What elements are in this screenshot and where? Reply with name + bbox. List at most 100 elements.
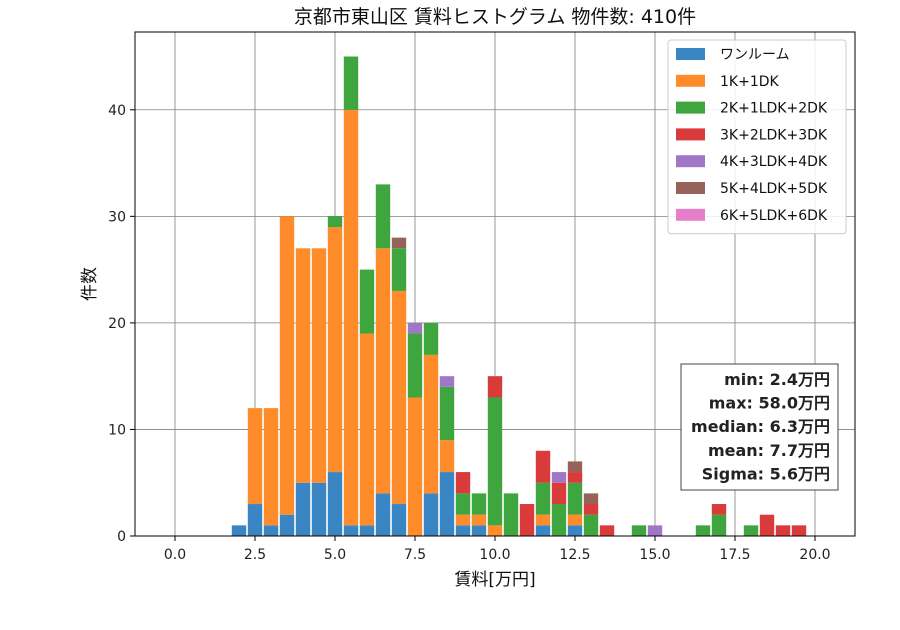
bar-segment-0 xyxy=(567,525,583,536)
bar-segment-4 xyxy=(439,376,455,387)
bar-segment-3 xyxy=(775,525,791,536)
bar-segment-0 xyxy=(311,482,327,536)
legend: ワンルーム 1K+1DK 2K+1LDK+2DK 3K+2LDK+3DK 4K+3LDK… xyxy=(667,39,847,235)
bar-segment-0 xyxy=(247,504,263,536)
x-tick-label: 7.5 xyxy=(404,547,426,563)
bar-segment-3 xyxy=(711,504,727,515)
bar-segment-3 xyxy=(535,450,551,483)
legend-swatch xyxy=(676,155,705,168)
bar-segment-1 xyxy=(359,333,375,526)
bar-segment-1 xyxy=(407,397,423,536)
legend-swatch xyxy=(676,208,705,221)
bar-segment-0 xyxy=(231,525,247,536)
bar-segment-1 xyxy=(487,525,503,536)
legend-swatch xyxy=(676,182,705,194)
bar-segment-4 xyxy=(407,322,423,334)
bar-segment-2 xyxy=(343,56,359,110)
bar-segment-0 xyxy=(343,525,359,536)
bar-segment-0 xyxy=(359,525,375,536)
bar-segment-0 xyxy=(391,504,407,536)
bar-segment-2 xyxy=(487,397,503,526)
legend-entry: 4K+3LDK+4DK xyxy=(720,154,828,170)
bar-segment-3 xyxy=(599,525,615,536)
x-tick-label: 10.0 xyxy=(479,547,510,563)
legend-entry: ワンルーム xyxy=(720,47,790,63)
bar-segment-0 xyxy=(455,525,471,536)
legend-swatch xyxy=(676,74,705,87)
bar-segment-2 xyxy=(439,386,455,441)
bar-segment-1 xyxy=(375,248,391,494)
bar-segment-3 xyxy=(759,514,775,536)
legend-entry: 5K+4LDK+5DK xyxy=(720,181,828,197)
bar-segment-2 xyxy=(551,504,567,536)
stats-line: max: 58.0万円 xyxy=(709,394,830,413)
bar-segment-2 xyxy=(423,322,439,355)
legend-swatch xyxy=(676,48,705,60)
bar-segment-2 xyxy=(359,269,375,334)
bar-segment-0 xyxy=(439,472,455,536)
legend-box xyxy=(667,39,847,235)
bar-segment-5 xyxy=(567,461,583,473)
bar-segment-2 xyxy=(567,482,583,515)
y-tick-label: 0 xyxy=(117,529,126,545)
legend-entry: 1K+1DK xyxy=(720,74,780,90)
stats-line: Sigma: 5.6万円 xyxy=(702,464,830,483)
legend-swatch xyxy=(676,128,705,141)
bar-segment-2 xyxy=(503,493,519,536)
bar-segment-2 xyxy=(327,216,343,227)
bar-segment-1 xyxy=(391,290,407,505)
bar-segment-0 xyxy=(535,525,551,536)
x-tick-label: 15.0 xyxy=(639,547,670,563)
bar-segment-2 xyxy=(375,184,391,249)
bar-segment-1 xyxy=(455,514,471,526)
bar-segment-3 xyxy=(519,504,535,536)
bar-segment-0 xyxy=(423,493,439,536)
bar-segment-1 xyxy=(423,354,439,494)
bar-segment-5 xyxy=(583,493,599,505)
legend-entry: 6K+5LDK+6DK xyxy=(720,208,828,224)
x-axis-label: 賃料[万円] xyxy=(454,570,535,590)
bar-segment-2 xyxy=(535,482,551,515)
bar-segment-2 xyxy=(583,514,599,536)
chart-title: 京都市東山区 賃料ヒストグラム 物件数: 410件 xyxy=(294,6,696,28)
bar-segment-2 xyxy=(455,493,471,515)
bar-segment-2 xyxy=(631,525,647,536)
x-tick-label: 2.5 xyxy=(244,547,266,563)
bar-segment-3 xyxy=(583,504,599,515)
legend-swatch xyxy=(676,101,705,114)
stats-box: min: 2.4万円 max: 58.0万円 median: 6.3万円 mean: … xyxy=(680,363,839,491)
x-tick-label: 20.0 xyxy=(799,547,830,563)
bar-segment-2 xyxy=(407,333,423,398)
stats-line: mean: 7.7万円 xyxy=(708,441,830,460)
bar-segment-1 xyxy=(471,514,487,526)
y-axis-label: 件数 xyxy=(80,267,100,301)
bar-segment-5 xyxy=(391,237,407,249)
bar-segment-0 xyxy=(327,472,343,536)
bar-segment-4 xyxy=(551,472,567,483)
y-tick-label: 10 xyxy=(108,422,126,438)
x-tick-label: 17.5 xyxy=(719,547,750,563)
bar-segment-0 xyxy=(471,525,487,536)
bar-segment-1 xyxy=(567,514,583,526)
legend-entry: 3K+2LDK+3DK xyxy=(720,127,828,143)
bar-segment-1 xyxy=(295,248,311,483)
bar-segment-1 xyxy=(439,440,455,473)
bar-segment-2 xyxy=(711,514,727,536)
x-tick-label: 5.0 xyxy=(324,547,346,563)
bars xyxy=(231,56,807,536)
bar-segment-2 xyxy=(743,525,759,536)
bar-segment-2 xyxy=(695,525,711,536)
stats-line: min: 2.4万円 xyxy=(724,370,830,389)
y-tick-label: 30 xyxy=(108,209,126,225)
bar-segment-1 xyxy=(343,109,359,526)
bar-segment-4 xyxy=(647,525,663,536)
bar-segment-3 xyxy=(551,482,567,505)
stats-line: median: 6.3万円 xyxy=(691,417,830,436)
bar-segment-3 xyxy=(567,472,583,483)
bar-segment-1 xyxy=(247,408,263,505)
bar-segment-3 xyxy=(487,376,503,398)
bar-segment-0 xyxy=(295,482,311,536)
bar-segment-1 xyxy=(279,216,295,515)
bar-segment-3 xyxy=(455,472,471,494)
